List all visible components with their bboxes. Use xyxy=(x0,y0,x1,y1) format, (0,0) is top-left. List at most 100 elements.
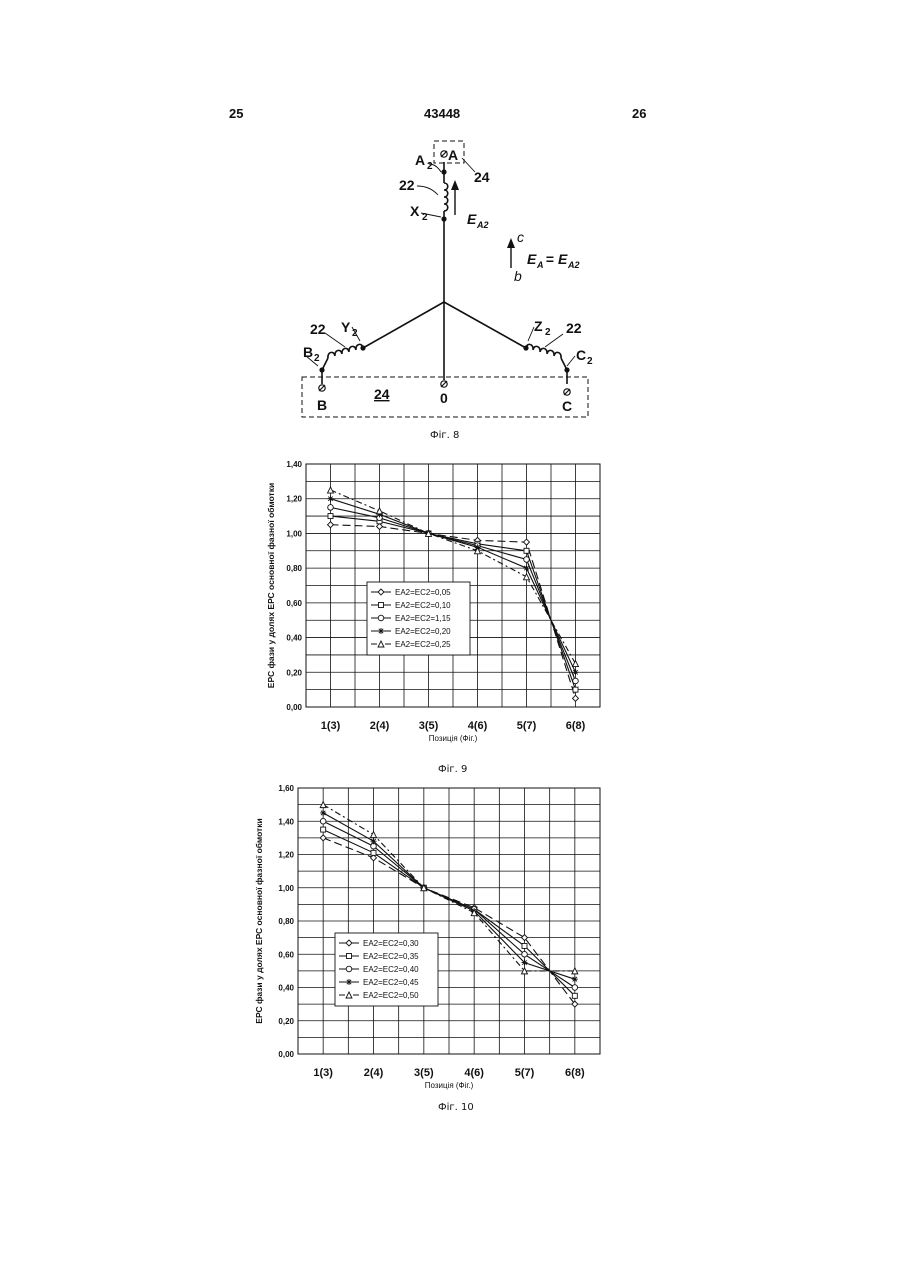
data-point xyxy=(320,835,326,841)
label-24-bottom: 24 xyxy=(374,386,390,402)
coil-a xyxy=(444,183,448,211)
y-tick-label: 1,60 xyxy=(278,784,294,793)
data-point xyxy=(522,960,528,966)
data-point xyxy=(524,565,530,571)
coil-c xyxy=(526,344,561,358)
data-point xyxy=(328,522,334,528)
legend: EA2=EC2=0,30 EA2=EC2=0,35 EA2=EC2=0,40 EA2=… xyxy=(335,933,438,1006)
data-point xyxy=(573,695,579,701)
legend-label: EA2=EC2=1,15 xyxy=(395,614,451,623)
data-point xyxy=(572,993,577,998)
x-tick-label: 4(6) xyxy=(468,720,488,732)
data-point xyxy=(371,850,376,855)
data-point xyxy=(328,505,334,511)
y-tick-label: 1,40 xyxy=(286,460,302,469)
x-axis-label: Позиція (Фіг.) xyxy=(429,734,478,743)
y-tick-label: 0,60 xyxy=(278,950,294,959)
label-a: A xyxy=(448,147,458,163)
figure-9-caption: Фіг. 9 xyxy=(438,764,467,775)
grid xyxy=(298,788,600,1054)
data-point xyxy=(328,496,334,502)
svg-text:A2: A2 xyxy=(476,220,489,230)
label-ea2: E xyxy=(467,211,477,227)
data-point xyxy=(328,514,333,519)
y-tick-label: 1,20 xyxy=(286,495,302,504)
legend-marker xyxy=(347,954,352,959)
data-point xyxy=(371,838,377,844)
data-point xyxy=(524,548,529,553)
label-y2: Y xyxy=(341,319,351,335)
svg-text:2: 2 xyxy=(427,161,433,172)
legend-label: EA2=EC2=0,05 xyxy=(395,588,451,597)
data-point xyxy=(522,943,527,948)
x-tick-label: 2(4) xyxy=(364,1067,384,1079)
data-point xyxy=(524,557,530,563)
y-tick-label: 1,40 xyxy=(278,817,294,826)
figure-9-chart: 0,000,200,400,600,801,001,201,401(3)2(4)… xyxy=(262,452,612,752)
data-point xyxy=(573,687,578,692)
figure-10-chart: 0,000,200,400,600,801,001,201,401,601(3)… xyxy=(252,776,612,1096)
figure-8-diagram: A A 2 24 22 X 2 E A2 c b E A = E A2 22 Y… xyxy=(0,0,900,450)
data-point xyxy=(371,843,377,849)
y-axis-label: ЕРС фази у долях ЕРС основної фазної обм… xyxy=(254,818,264,1023)
data-point xyxy=(524,539,530,545)
data-point xyxy=(522,951,528,957)
legend-label: EA2=EC2=0,45 xyxy=(363,978,419,987)
label-22-a: 22 xyxy=(399,177,415,193)
y-tick-label: 0,00 xyxy=(278,1050,294,1059)
data-point xyxy=(377,508,383,514)
label-c-arrow: c xyxy=(517,229,524,245)
data-point xyxy=(328,487,334,493)
figure-9: 0,000,200,400,600,801,001,201,401(3)2(4)… xyxy=(262,452,612,752)
x-tick-label: 5(7) xyxy=(517,720,537,732)
legend-label: EA2=EC2=0,10 xyxy=(395,601,451,610)
data-point xyxy=(320,818,326,824)
svg-text:2: 2 xyxy=(314,353,320,364)
svg-text:=: = xyxy=(542,251,558,267)
x-tick-label: 5(7) xyxy=(515,1067,535,1079)
label-b-arrow: b xyxy=(514,268,522,284)
label-c: C xyxy=(562,398,572,414)
legend-label: EA2=EC2=0,50 xyxy=(363,991,419,1000)
legend-label: EA2=EC2=0,30 xyxy=(363,939,419,948)
legend-marker xyxy=(346,979,352,985)
y-tick-label: 0,40 xyxy=(286,634,302,643)
y-tick-label: 1,20 xyxy=(278,851,294,860)
legend-label: EA2=EC2=0,35 xyxy=(363,952,419,961)
x-tick-label: 4(6) xyxy=(464,1067,484,1079)
legend-marker xyxy=(379,603,384,608)
x-tick-label: 2(4) xyxy=(370,720,390,732)
coil-b xyxy=(328,344,363,358)
label-z2: Z xyxy=(534,318,543,334)
y-tick-label: 0,20 xyxy=(278,1017,294,1026)
legend-label: EA2=EC2=0,40 xyxy=(363,965,419,974)
y-tick-label: 0,60 xyxy=(286,599,302,608)
label-b: B xyxy=(317,397,327,413)
data-point xyxy=(573,661,579,667)
figure-8-caption: Фіг. 8 xyxy=(430,430,459,441)
label-22-b: 22 xyxy=(310,321,326,337)
label-x2: X xyxy=(410,203,420,219)
wire-b-neutral xyxy=(363,302,444,348)
label-b2: B xyxy=(303,344,313,360)
y-tick-label: 0,40 xyxy=(278,984,294,993)
legend-marker xyxy=(378,615,384,621)
svg-text:2: 2 xyxy=(587,356,593,367)
svg-text:2: 2 xyxy=(422,212,428,223)
y-axis-label: ЕРС фази у долях ЕРС основної фазної обм… xyxy=(266,483,276,688)
x-tick-label: 3(5) xyxy=(419,720,439,732)
wire-c-neutral xyxy=(444,302,526,348)
x-axis-label: Позиція (Фіг.) xyxy=(425,1081,474,1090)
legend-label: EA2=EC2=0,20 xyxy=(395,627,451,636)
data-point xyxy=(572,985,578,991)
figure-10: 0,000,200,400,600,801,001,201,401,601(3)… xyxy=(252,776,612,1096)
y-tick-label: 1,00 xyxy=(278,884,294,893)
y-tick-label: 1,00 xyxy=(286,529,302,538)
legend-marker xyxy=(378,628,384,634)
data-point xyxy=(572,976,578,982)
data-point xyxy=(573,669,579,675)
svg-text:2: 2 xyxy=(545,327,551,338)
y-tick-label: 0,80 xyxy=(286,564,302,573)
label-22-c: 22 xyxy=(566,320,582,336)
legend-label: EA2=EC2=0,25 xyxy=(395,640,451,649)
